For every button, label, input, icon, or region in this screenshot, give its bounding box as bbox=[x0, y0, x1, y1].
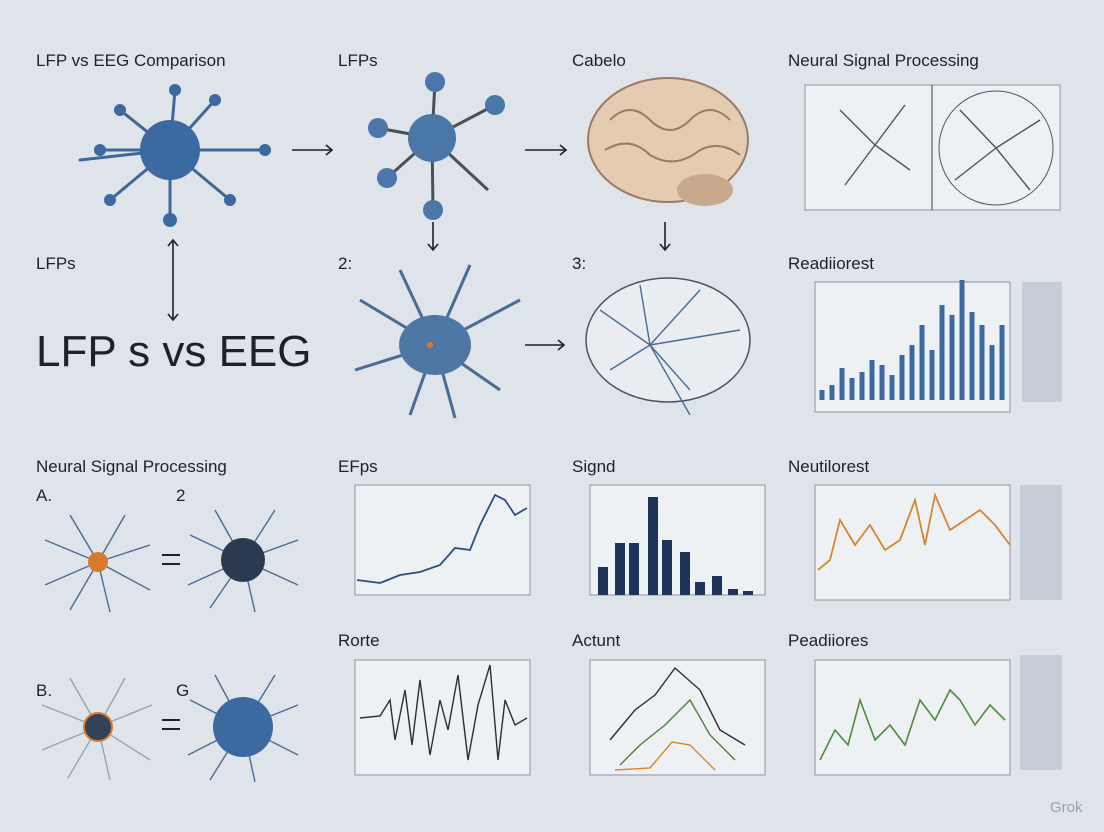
folds bbox=[604, 109, 741, 163]
panel-label: Cabelo bbox=[572, 51, 626, 70]
cortex bbox=[585, 277, 751, 403]
soma bbox=[221, 538, 265, 582]
neuron bbox=[354, 264, 521, 419]
dendrites bbox=[44, 514, 151, 613]
panel-label: LFPs bbox=[36, 254, 76, 273]
dendrites bbox=[187, 509, 299, 613]
frame bbox=[589, 484, 766, 596]
soma bbox=[140, 120, 200, 180]
panel-label: 2: bbox=[338, 254, 352, 273]
panel-label: Rorte bbox=[338, 631, 380, 650]
brain bbox=[587, 77, 749, 206]
panel-label: Actunt bbox=[572, 631, 620, 650]
panel-label: Neural Signal Processing bbox=[36, 457, 227, 476]
title: LFP vs EEG Comparison bbox=[36, 51, 226, 70]
panel-label: EFps bbox=[338, 457, 378, 476]
traces bbox=[839, 104, 1041, 191]
frame bbox=[354, 484, 531, 596]
arrows bbox=[167, 144, 671, 351]
trace bbox=[619, 698, 736, 766]
figure-panel bbox=[814, 280, 1062, 413]
soma bbox=[83, 712, 113, 742]
figure-panel bbox=[589, 659, 766, 776]
node bbox=[209, 94, 221, 106]
panel-label: B. bbox=[36, 681, 52, 700]
panel-label: Neural Signal Processing bbox=[788, 51, 979, 70]
radial-plot bbox=[938, 90, 1054, 206]
node bbox=[163, 213, 177, 227]
panel-label: LFPs bbox=[338, 51, 378, 70]
panel-label: 3: bbox=[572, 254, 586, 273]
frame bbox=[589, 659, 766, 776]
legend-block bbox=[1020, 655, 1062, 770]
figure-panel bbox=[804, 84, 1061, 211]
panel-label: G bbox=[176, 681, 189, 700]
cerebellum bbox=[677, 174, 733, 206]
marker bbox=[427, 342, 433, 348]
figure-panel bbox=[354, 659, 531, 776]
panel-label: Peadiiores bbox=[788, 631, 868, 650]
figure-panel bbox=[814, 655, 1062, 776]
trace bbox=[609, 666, 746, 746]
frame bbox=[814, 484, 1011, 601]
trace bbox=[817, 491, 1011, 571]
node bbox=[104, 194, 116, 206]
atom bbox=[377, 168, 397, 188]
trace bbox=[614, 741, 716, 771]
trace bbox=[359, 664, 528, 761]
panel-label: Signd bbox=[572, 457, 615, 476]
fibers bbox=[599, 284, 741, 416]
bars bbox=[819, 280, 1005, 400]
figure-panel bbox=[589, 484, 766, 596]
node bbox=[169, 84, 181, 96]
equals-sign bbox=[162, 554, 180, 730]
dendrites bbox=[41, 677, 153, 781]
atom bbox=[425, 72, 445, 92]
figure-panel bbox=[354, 484, 531, 596]
node bbox=[114, 104, 126, 116]
bars bbox=[598, 497, 753, 595]
soma bbox=[88, 552, 108, 572]
atom bbox=[423, 200, 443, 220]
legend-block bbox=[1020, 485, 1062, 600]
brain-outline bbox=[585, 277, 751, 416]
panel-label: 2 bbox=[176, 486, 185, 505]
neuron bbox=[78, 84, 271, 227]
frame bbox=[354, 659, 531, 776]
legend-block bbox=[1022, 282, 1062, 402]
figure-panel bbox=[814, 484, 1062, 601]
dendrites bbox=[354, 264, 521, 419]
molecule bbox=[368, 72, 505, 220]
neuron-pair bbox=[41, 509, 299, 783]
soma bbox=[399, 315, 471, 375]
bonds bbox=[377, 81, 496, 211]
node bbox=[224, 194, 236, 206]
node bbox=[259, 144, 271, 156]
panel-label: Neutilorest bbox=[788, 457, 870, 476]
frame bbox=[814, 659, 1011, 776]
panel-label: A. bbox=[36, 486, 52, 505]
panel-label: Readiiorest bbox=[788, 254, 874, 273]
soma bbox=[213, 697, 273, 757]
atom bbox=[408, 114, 456, 162]
watermark: Grok bbox=[1050, 799, 1083, 816]
headline: LFP s vs EEG bbox=[36, 327, 312, 376]
node bbox=[94, 144, 106, 156]
atom bbox=[485, 95, 505, 115]
cortex bbox=[587, 77, 749, 203]
trace bbox=[819, 688, 1006, 761]
trace bbox=[356, 493, 528, 584]
dendrites bbox=[78, 88, 267, 222]
atom bbox=[368, 118, 388, 138]
